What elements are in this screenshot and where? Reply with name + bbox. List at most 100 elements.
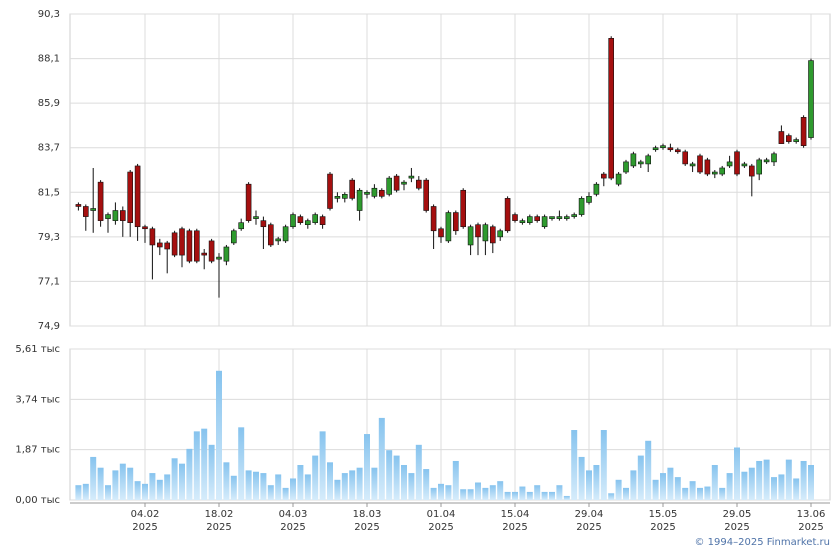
- volume-bar: [571, 430, 578, 500]
- candle-body: [541, 216, 548, 228]
- volume-bar: [482, 487, 489, 500]
- candle-body: [223, 246, 230, 262]
- volume-bar: [704, 486, 711, 500]
- candle-body: [689, 163, 696, 167]
- x-tick-label: 2025: [206, 522, 231, 533]
- candle-body: [393, 175, 400, 191]
- candle-body: [519, 220, 526, 223]
- candle-body: [489, 226, 496, 244]
- candle-body: [127, 171, 133, 223]
- volume-bar: [127, 467, 134, 500]
- candle-body: [179, 228, 185, 256]
- volume-bar: [179, 463, 185, 500]
- candle-body: [171, 232, 178, 256]
- candle-body: [334, 196, 341, 199]
- candle-body: [341, 194, 348, 199]
- volume-bar: [216, 370, 222, 500]
- volume-bar: [763, 459, 770, 500]
- candle-body: [134, 165, 141, 228]
- candle-body: [231, 230, 237, 244]
- volume-bar: [401, 465, 407, 500]
- candle-body: [401, 181, 407, 185]
- candle-body: [120, 210, 126, 221]
- x-tick-label: 2025: [428, 522, 453, 533]
- volume-bar: [334, 479, 341, 500]
- x-tick-label: 2025: [502, 522, 527, 533]
- candle-body: [245, 183, 252, 221]
- volume-bar: [504, 491, 511, 500]
- candle-body: [667, 147, 674, 151]
- y-tick-label: 85,9: [38, 98, 60, 109]
- volume-bar: [378, 417, 385, 500]
- volume-tick-label: 0,00 тыс: [15, 495, 60, 506]
- x-tick-label: 15.05: [649, 509, 678, 520]
- candle-body: [149, 228, 156, 246]
- volume-bar: [549, 491, 555, 500]
- volume-bar: [674, 477, 681, 500]
- volume-bar: [290, 478, 296, 500]
- volume-bar: [475, 482, 481, 500]
- candle-body: [408, 175, 415, 179]
- x-tick-label: 2025: [576, 522, 601, 533]
- candle-body: [467, 226, 474, 246]
- volume-bar: [519, 486, 526, 500]
- candle-body: [763, 159, 770, 163]
- candle-body: [526, 216, 533, 223]
- volume-bar: [608, 493, 615, 500]
- candle-body: [378, 189, 385, 197]
- x-tick-label: 04.03: [279, 509, 308, 520]
- candle-body: [208, 240, 215, 262]
- x-tick-label: 2025: [354, 522, 379, 533]
- volume-bar: [534, 485, 541, 500]
- volume-bar: [134, 481, 141, 500]
- volume-bar: [304, 474, 311, 500]
- candle-body: [630, 153, 637, 167]
- volume-bar: [741, 471, 748, 500]
- volume-bar: [267, 485, 274, 500]
- candle-body: [142, 226, 148, 230]
- volume-bar: [223, 462, 230, 500]
- x-tick-label: 04.02: [131, 509, 160, 520]
- candle-body: [290, 214, 296, 228]
- candle-body: [711, 171, 718, 175]
- volume-bar: [556, 485, 563, 500]
- volume-bar: [341, 473, 348, 500]
- y-tick-label: 77,1: [38, 276, 60, 287]
- candle-body: [771, 153, 777, 163]
- volume-bar: [275, 474, 282, 500]
- x-tick-label: 2025: [650, 522, 675, 533]
- candle-body: [415, 179, 422, 189]
- volume-bar: [297, 465, 304, 500]
- volume-bar: [563, 495, 570, 500]
- source: © 1994–2025 Finmarket.ru: [694, 537, 830, 548]
- volume-bar: [282, 487, 289, 500]
- x-tick-label: 18.03: [353, 509, 382, 520]
- candle-body: [105, 214, 111, 219]
- candle-body: [112, 210, 119, 221]
- volume-bar: [408, 473, 415, 500]
- volume-tick-label: 1,87 тыс: [15, 445, 60, 456]
- volume-bar: [800, 460, 807, 500]
- volume-tick-label: 3,74 тыс: [15, 394, 60, 405]
- candle-body: [504, 198, 511, 232]
- volume-bar: [467, 489, 474, 500]
- volume-bar: [512, 491, 518, 500]
- volume-bar: [623, 487, 629, 500]
- volume-bar: [785, 459, 792, 500]
- candle-body: [800, 117, 807, 146]
- candle-body: [216, 256, 222, 260]
- candle-body: [157, 242, 163, 248]
- volume-bar: [90, 456, 97, 500]
- candle-body: [452, 212, 459, 232]
- volume-bar: [667, 467, 674, 500]
- y-tick-label: 90,3: [38, 9, 60, 20]
- candle-body: [726, 161, 733, 167]
- candle-body: [475, 224, 481, 238]
- candle-body: [682, 151, 689, 165]
- volume-bar: [652, 479, 659, 500]
- volume-bar: [193, 431, 200, 500]
- volume-bar: [349, 470, 356, 500]
- candle-body: [645, 155, 652, 165]
- candle-body: [304, 220, 311, 226]
